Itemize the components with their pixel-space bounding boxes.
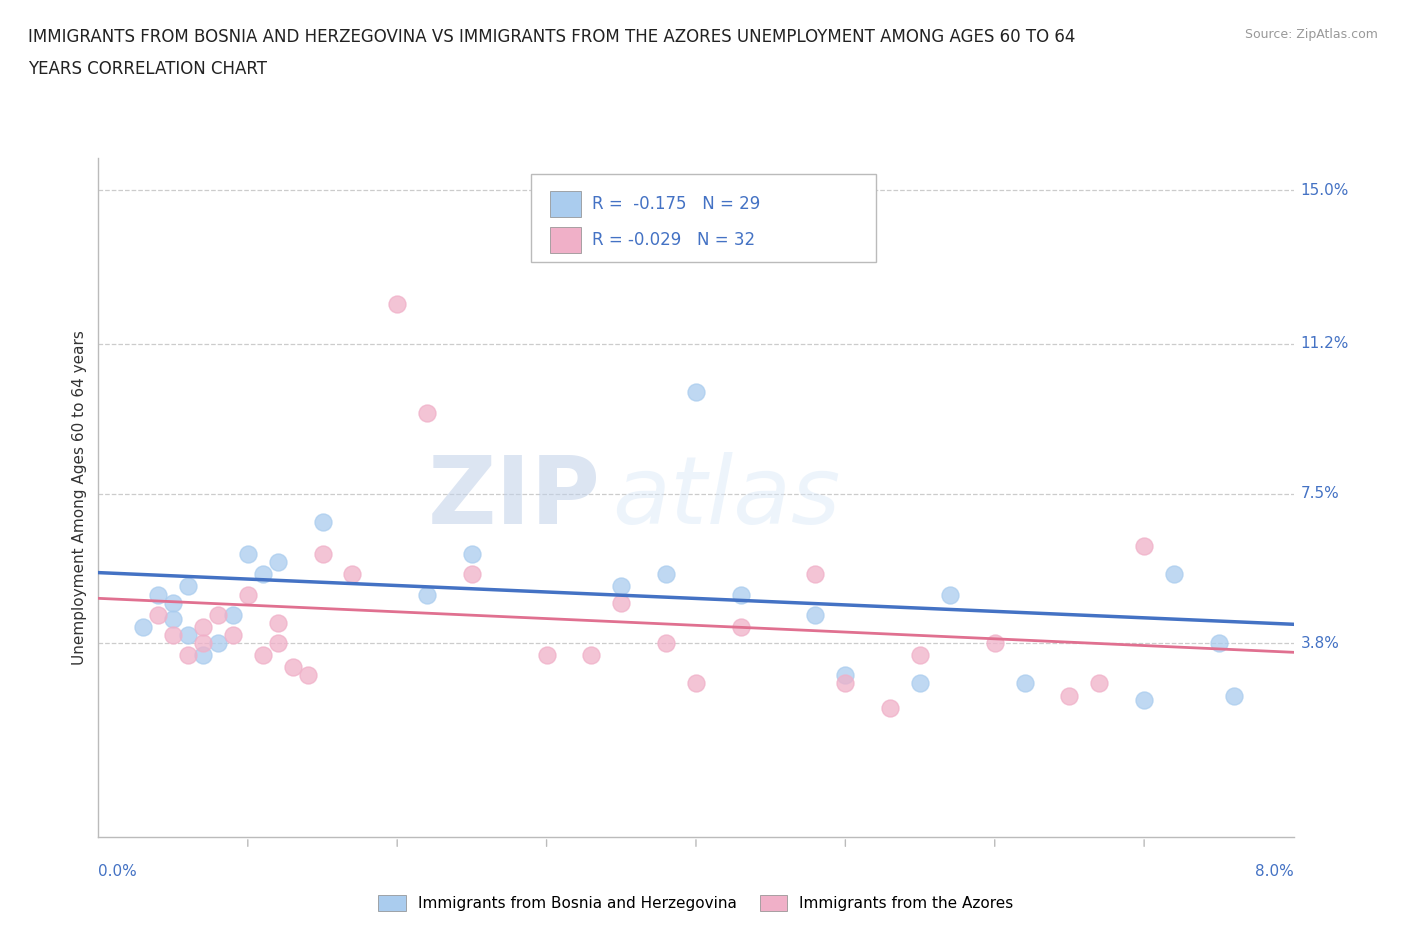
Point xyxy=(252,567,274,582)
Point xyxy=(162,628,184,643)
Point xyxy=(983,635,1005,650)
Point xyxy=(342,567,364,582)
Point xyxy=(1163,567,1185,582)
Point xyxy=(461,547,484,562)
Point xyxy=(1208,635,1230,650)
Point xyxy=(162,595,184,610)
Point xyxy=(1014,676,1036,691)
Point xyxy=(177,579,200,594)
Point xyxy=(148,587,170,602)
Point xyxy=(685,676,707,691)
Y-axis label: Unemployment Among Ages 60 to 64 years: Unemployment Among Ages 60 to 64 years xyxy=(72,330,87,665)
Text: 3.8%: 3.8% xyxy=(1301,635,1340,650)
Point xyxy=(267,635,290,650)
Point xyxy=(655,567,678,582)
Point xyxy=(311,547,333,562)
Point xyxy=(730,587,752,602)
Point xyxy=(804,567,827,582)
Point xyxy=(1133,692,1156,707)
Point xyxy=(908,676,931,691)
Point xyxy=(1059,688,1081,703)
Point xyxy=(834,676,856,691)
Point xyxy=(162,611,184,626)
Point xyxy=(461,567,484,582)
Text: 11.2%: 11.2% xyxy=(1301,337,1348,352)
Point xyxy=(730,619,752,634)
Point xyxy=(536,647,558,662)
Text: IMMIGRANTS FROM BOSNIA AND HERZEGOVINA VS IMMIGRANTS FROM THE AZORES UNEMPLOYMEN: IMMIGRANTS FROM BOSNIA AND HERZEGOVINA V… xyxy=(28,28,1076,46)
Point xyxy=(191,619,214,634)
Point xyxy=(1222,688,1246,703)
Point xyxy=(311,514,333,529)
Text: YEARS CORRELATION CHART: YEARS CORRELATION CHART xyxy=(28,60,267,78)
Point xyxy=(207,607,229,622)
Text: atlas: atlas xyxy=(612,452,841,543)
Text: 7.5%: 7.5% xyxy=(1301,486,1340,501)
Point xyxy=(595,232,617,246)
Point xyxy=(908,647,931,662)
Text: R =  -0.175   N = 29: R = -0.175 N = 29 xyxy=(592,194,761,213)
Point xyxy=(267,555,290,570)
Point xyxy=(267,616,290,631)
Point xyxy=(207,635,229,650)
Point xyxy=(236,547,259,562)
Point xyxy=(177,628,200,643)
Point xyxy=(191,647,214,662)
Point xyxy=(1133,538,1156,553)
Point xyxy=(416,405,439,420)
Point xyxy=(581,647,603,662)
Point xyxy=(385,296,409,311)
Point xyxy=(252,647,274,662)
Point xyxy=(879,700,901,715)
Point xyxy=(655,635,678,650)
Point xyxy=(191,635,214,650)
Point xyxy=(177,647,200,662)
Text: 15.0%: 15.0% xyxy=(1301,183,1348,198)
Point xyxy=(222,607,245,622)
Point xyxy=(939,587,962,602)
Point xyxy=(236,587,259,602)
Text: ZIP: ZIP xyxy=(427,452,600,543)
Point xyxy=(804,607,827,622)
Point xyxy=(834,668,856,683)
Point xyxy=(148,607,170,622)
Text: 8.0%: 8.0% xyxy=(1254,864,1294,879)
Point xyxy=(222,628,245,643)
Point xyxy=(610,595,633,610)
Point xyxy=(132,619,155,634)
Point xyxy=(1088,676,1111,691)
Text: 0.0%: 0.0% xyxy=(98,864,138,879)
Legend: Immigrants from Bosnia and Herzegovina, Immigrants from the Azores: Immigrants from Bosnia and Herzegovina, … xyxy=(373,889,1019,917)
Point xyxy=(281,660,304,675)
Point xyxy=(297,668,319,683)
Text: Source: ZipAtlas.com: Source: ZipAtlas.com xyxy=(1244,28,1378,41)
Point xyxy=(610,579,633,594)
Point xyxy=(685,385,707,400)
Point xyxy=(416,587,439,602)
Text: R = -0.029   N = 32: R = -0.029 N = 32 xyxy=(592,232,755,249)
